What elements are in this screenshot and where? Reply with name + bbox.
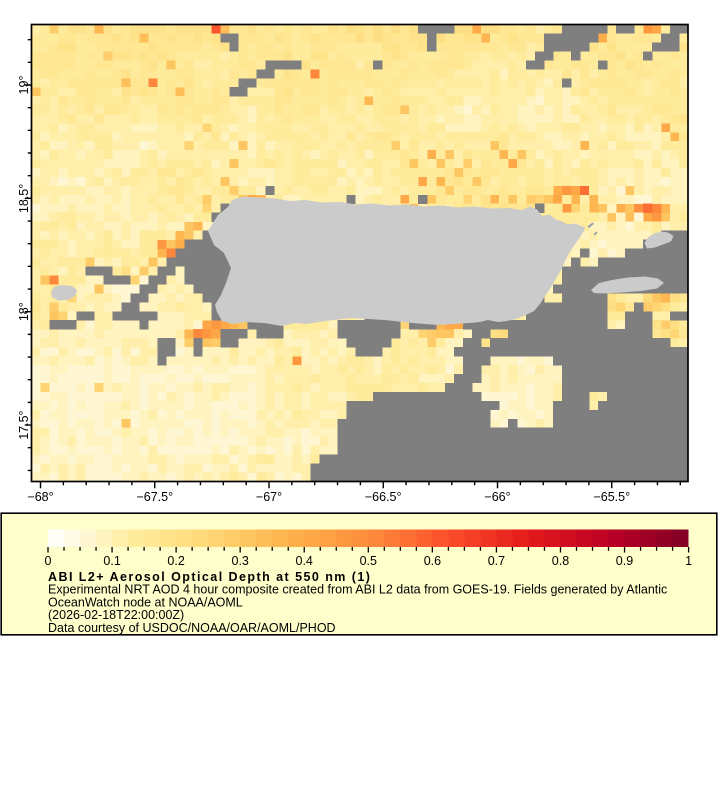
svg-text:0: 0 [45,554,52,568]
svg-text:0.3: 0.3 [232,554,249,568]
svg-text:0.7: 0.7 [488,554,505,568]
svg-text:ABI L2+ Aerosol Optical Depth: ABI L2+ Aerosol Optical Depth at 550 nm … [48,570,371,584]
svg-text:(2026-02-18T22:00:00Z): (2026-02-18T22:00:00Z) [48,608,184,622]
svg-text:0.4: 0.4 [296,554,313,568]
svg-text:−66.5°: −66.5° [365,490,402,504]
svg-text:0.8: 0.8 [552,554,569,568]
svg-text:17.5°: 17.5° [17,410,31,439]
svg-text:19°: 19° [17,76,31,95]
svg-text:1: 1 [685,554,692,568]
svg-text:0.2: 0.2 [167,554,184,568]
svg-text:−66°: −66° [484,490,510,504]
svg-text:Data courtesy of USDOC/NOAA/OA: Data courtesy of USDOC/NOAA/OAR/AOML/PHO… [48,621,336,635]
svg-text:0.5: 0.5 [360,554,377,568]
svg-text:−65.5°: −65.5° [593,490,630,504]
svg-text:OceanWatch node at NOAA/AOML: OceanWatch node at NOAA/AOML [48,595,243,609]
svg-text:0.9: 0.9 [616,554,633,568]
svg-text:−67.5°: −67.5° [136,490,173,504]
svg-text:−68°: −68° [27,490,53,504]
svg-text:0.1: 0.1 [103,554,120,568]
svg-text:18°: 18° [17,302,31,321]
svg-text:−67°: −67° [256,490,282,504]
svg-text:0.6: 0.6 [424,554,441,568]
svg-text:Experimental NRT AOD 4 hour co: Experimental NRT AOD 4 hour composite cr… [48,583,667,597]
svg-text:18.5°: 18.5° [17,184,31,213]
